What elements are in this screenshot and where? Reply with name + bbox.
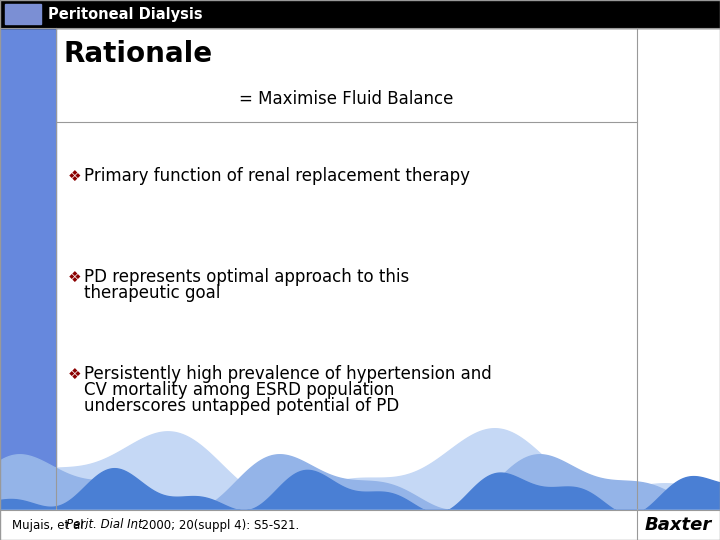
Text: Primary function of renal replacement therapy: Primary function of renal replacement th… xyxy=(84,167,470,185)
Text: ❖: ❖ xyxy=(68,269,81,285)
Text: Baxter: Baxter xyxy=(645,516,712,534)
Text: Perit. Dial Int: Perit. Dial Int xyxy=(66,518,143,531)
Text: Persistently high prevalence of hypertension and: Persistently high prevalence of hyperten… xyxy=(84,365,492,383)
Text: Rationale: Rationale xyxy=(64,40,213,68)
Text: PD represents optimal approach to this: PD represents optimal approach to this xyxy=(84,268,409,286)
Text: Peritoneal Dialysis: Peritoneal Dialysis xyxy=(48,6,202,22)
Text: ❖: ❖ xyxy=(68,169,81,184)
Bar xyxy=(5,4,41,24)
Text: ❖: ❖ xyxy=(68,367,81,382)
Bar xyxy=(0,28,56,510)
Text: therapeutic goal: therapeutic goal xyxy=(84,284,220,302)
Bar xyxy=(0,510,720,540)
Text: = Maximise Fluid Balance: = Maximise Fluid Balance xyxy=(239,90,454,109)
Bar xyxy=(0,0,720,28)
Text: CV mortality among ESRD population: CV mortality among ESRD population xyxy=(84,381,395,399)
Text: underscores untapped potential of PD: underscores untapped potential of PD xyxy=(84,397,400,415)
Text: Mujais, et al.: Mujais, et al. xyxy=(12,518,91,531)
Text: . 2000; 20(suppl 4): S5-S21.: . 2000; 20(suppl 4): S5-S21. xyxy=(134,518,300,531)
